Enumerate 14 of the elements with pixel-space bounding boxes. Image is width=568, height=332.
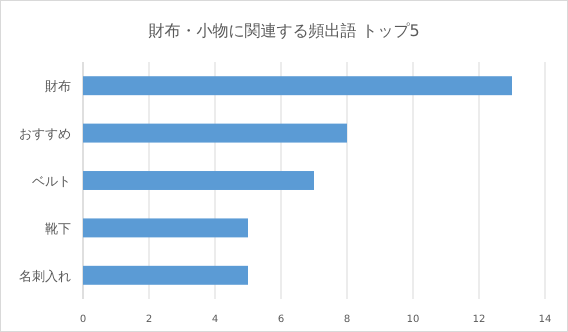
xtick: 4: [212, 314, 218, 325]
xtick: 6: [278, 314, 284, 325]
xtick: 14: [538, 314, 552, 325]
title: 財布・小物に関連する頻出語 トップ5: [148, 21, 420, 40]
xtick: 0: [80, 314, 86, 325]
xtick: 12: [472, 314, 486, 325]
ytick: おすすめ: [19, 127, 71, 142]
ytick: 財布: [45, 80, 71, 95]
xtick: 8: [344, 314, 350, 325]
xtick: 2: [146, 314, 152, 325]
ytick: ベルト: [32, 174, 71, 190]
xtick: 10: [406, 314, 420, 325]
ytick: 名刺入れ: [19, 269, 71, 284]
ytick: 靴下: [45, 222, 71, 237]
